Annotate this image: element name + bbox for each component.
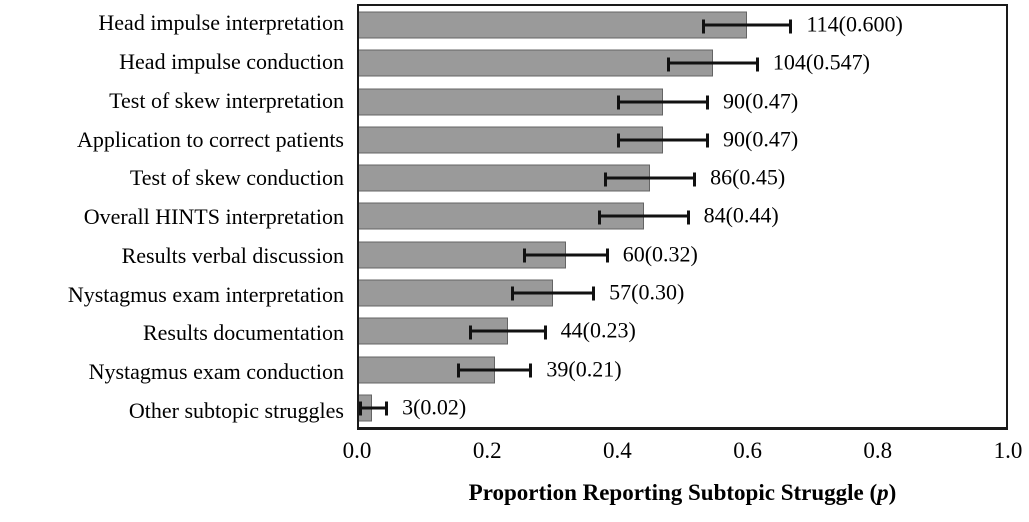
error-bar xyxy=(666,57,759,72)
bar-value-label: 90(0.47) xyxy=(723,88,799,114)
bar xyxy=(359,202,644,230)
error-bar xyxy=(604,172,697,187)
category-label: Test of skew conduction xyxy=(129,165,344,191)
error-bar-cap-right xyxy=(706,133,709,148)
error-bar-cap-left xyxy=(597,210,601,225)
bar-row: 60(0.32) xyxy=(359,236,1006,274)
error-bar-cap-left xyxy=(617,133,621,148)
y-axis-labels: Head impulse interpretation Head impulse … xyxy=(0,4,357,430)
bar-row: 86(0.45) xyxy=(359,159,1006,197)
category-label: Test of skew interpretation xyxy=(109,87,344,113)
bar-row: 90(0.47) xyxy=(359,121,1006,159)
chart-body: Head impulse interpretation Head impulse … xyxy=(0,4,1008,430)
bar xyxy=(359,126,664,154)
x-axis-ticks: 0.0 0.2 0.4 0.6 0.8 1.0 xyxy=(343,438,1023,468)
x-axis-title-text: Proportion Reporting Subtopic Struggle ( xyxy=(468,480,878,505)
error-bar xyxy=(617,133,709,148)
error-bar xyxy=(701,19,793,34)
bar-row: 44(0.23) xyxy=(359,312,1006,350)
error-bar-cap-right xyxy=(706,95,709,110)
category-label: Application to correct patients xyxy=(77,126,344,152)
bar-value-label: 57(0.30) xyxy=(609,279,685,305)
bar xyxy=(359,11,748,39)
error-bar xyxy=(617,95,709,110)
error-bar-cap-right xyxy=(755,57,759,72)
bar-value-label: 60(0.32) xyxy=(622,241,698,267)
bar-value-label: 39(0.21) xyxy=(546,355,622,381)
bar-value-label: 104(0.547) xyxy=(772,49,870,75)
category-label: Overall HINTS interpretation xyxy=(83,204,344,230)
bar xyxy=(359,164,651,192)
category-label: Nystagmus exam conduction xyxy=(88,358,344,384)
error-bar xyxy=(468,325,547,340)
error-bar-cap-right xyxy=(592,286,596,301)
category-label: Nystagmus exam interpretation xyxy=(67,281,344,307)
error-bar-cap-right xyxy=(605,248,609,263)
x-axis-title-close-paren: ) xyxy=(888,480,897,505)
category-label: Head impulse conduction xyxy=(119,49,344,75)
plot-area: 114(0.600) 104(0.547) 90(0.47) 90(0.47) 86(0… xyxy=(357,4,1008,430)
x-tick-label: 0.6 xyxy=(733,438,762,463)
error-bar-cap-left xyxy=(511,286,515,301)
bar-value-label: 84(0.44) xyxy=(703,202,779,228)
bar-row: 84(0.44) xyxy=(359,197,1006,235)
error-bar xyxy=(523,248,609,263)
error-bar-cap-left xyxy=(468,325,472,340)
category-label: Head impulse interpretation xyxy=(98,10,344,36)
bar-value-label: 90(0.47) xyxy=(723,126,799,152)
bar-row: 114(0.600) xyxy=(359,6,1006,44)
bar-row: 39(0.21) xyxy=(359,350,1006,388)
bar-row: 3(0.02) xyxy=(359,389,1006,427)
x-tick-label: 0.8 xyxy=(863,438,893,463)
error-bar-cap-right xyxy=(543,325,547,340)
x-axis-title-italic-p: p xyxy=(877,480,889,505)
error-bar-cap-left xyxy=(523,248,527,263)
bar xyxy=(359,279,554,307)
error-bar-cap-right xyxy=(686,210,690,225)
x-tick-label: 1.0 xyxy=(993,438,1023,463)
bar-value-label: 3(0.02) xyxy=(402,394,467,420)
error-bar xyxy=(511,286,596,301)
bar-row: 104(0.547) xyxy=(359,44,1006,82)
x-axis-title-wrap: Proportion Reporting Subtopic Struggle (… xyxy=(357,480,1008,506)
error-bar-cap-left xyxy=(359,401,362,416)
error-bar-cap-left xyxy=(617,95,621,110)
error-bar xyxy=(457,363,533,378)
x-axis-title: Proportion Reporting Subtopic Struggle (… xyxy=(469,480,897,505)
x-tick-label: 0.4 xyxy=(603,438,632,463)
category-label: Results documentation xyxy=(142,320,344,346)
error-bar-cap-left xyxy=(457,363,461,378)
category-label: Results verbal discussion xyxy=(121,242,344,268)
bar-row: 57(0.30) xyxy=(359,274,1006,312)
x-tick-label: 0.2 xyxy=(472,438,502,463)
error-bar-cap-left xyxy=(666,57,670,72)
bar-value-label: 86(0.45) xyxy=(710,164,786,190)
error-bar-cap-right xyxy=(789,19,793,34)
error-bar-cap-right xyxy=(693,172,697,187)
bar xyxy=(359,49,713,77)
bar-value-label: 114(0.600) xyxy=(806,11,903,37)
category-label: Other subtopic struggles xyxy=(128,397,344,423)
bar xyxy=(359,88,664,116)
error-bar-cap-left xyxy=(604,172,608,187)
error-bar xyxy=(359,401,389,416)
bar-value-label: 44(0.23) xyxy=(560,317,636,343)
error-bar xyxy=(597,210,690,225)
error-bar-cap-right xyxy=(385,401,389,416)
error-bar-cap-right xyxy=(529,363,533,378)
bar-row: 90(0.47) xyxy=(359,83,1006,121)
error-bar-cap-left xyxy=(701,19,705,34)
x-tick-label: 0.0 xyxy=(342,438,372,463)
